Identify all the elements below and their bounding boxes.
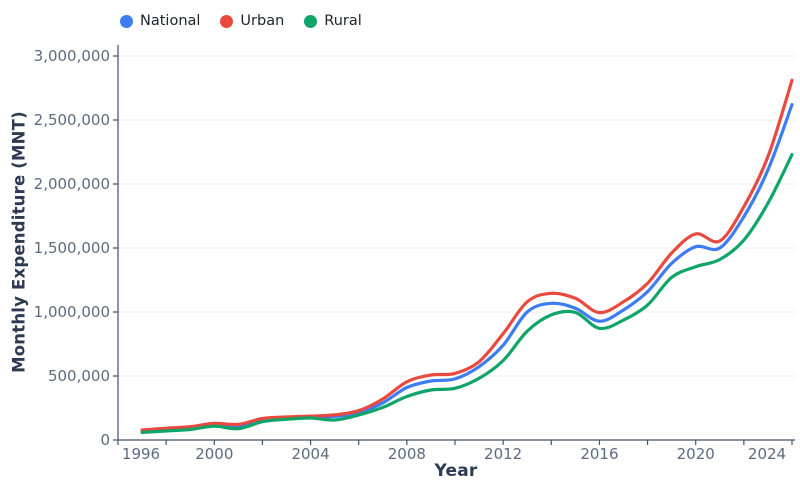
x-tick-label: 2008 bbox=[388, 445, 426, 463]
y-tick-label: 1,000,000 bbox=[34, 303, 110, 321]
x-tick-label: 2000 bbox=[195, 445, 233, 463]
series-line-rural bbox=[140, 153, 794, 434]
legend-item-urban[interactable]: Urban bbox=[220, 13, 284, 29]
series-line-national bbox=[140, 103, 794, 433]
x-tick-label: 2012 bbox=[484, 445, 522, 463]
y-tick-label: 1,500,000 bbox=[34, 239, 110, 257]
x-tick-label: 2020 bbox=[677, 445, 715, 463]
y-tick-label: 2,000,000 bbox=[34, 175, 110, 193]
x-tick-label: 2004 bbox=[291, 445, 329, 463]
legend-dot-icon bbox=[220, 14, 234, 28]
legend-label: Rural bbox=[324, 13, 362, 29]
x-tick-label: 2024 bbox=[748, 445, 786, 463]
legend-item-rural[interactable]: Rural bbox=[304, 13, 362, 29]
y-tick-label: 3,000,000 bbox=[34, 47, 110, 65]
y-tick-label: 2,500,000 bbox=[34, 111, 110, 129]
y-tick-label: 500,000 bbox=[48, 367, 110, 385]
legend-dot-icon bbox=[120, 14, 133, 28]
x-axis-title: Year bbox=[434, 461, 478, 481]
x-tick-label: 1996 bbox=[122, 445, 160, 463]
x-tick-label: 2016 bbox=[580, 445, 618, 463]
series-line-urban bbox=[140, 78, 794, 432]
legend-item-national[interactable]: National bbox=[120, 13, 200, 29]
legend-label: National bbox=[140, 13, 201, 29]
legend-dot-icon bbox=[304, 14, 318, 28]
axis-lines bbox=[117, 45, 795, 441]
y-axis-title: Monthly Expenditure (MNT) bbox=[9, 111, 29, 373]
y-tick-label: 0 bbox=[100, 431, 110, 449]
chart-legend: National Urban Rural bbox=[120, 13, 362, 29]
legend-label: Urban bbox=[240, 13, 285, 29]
